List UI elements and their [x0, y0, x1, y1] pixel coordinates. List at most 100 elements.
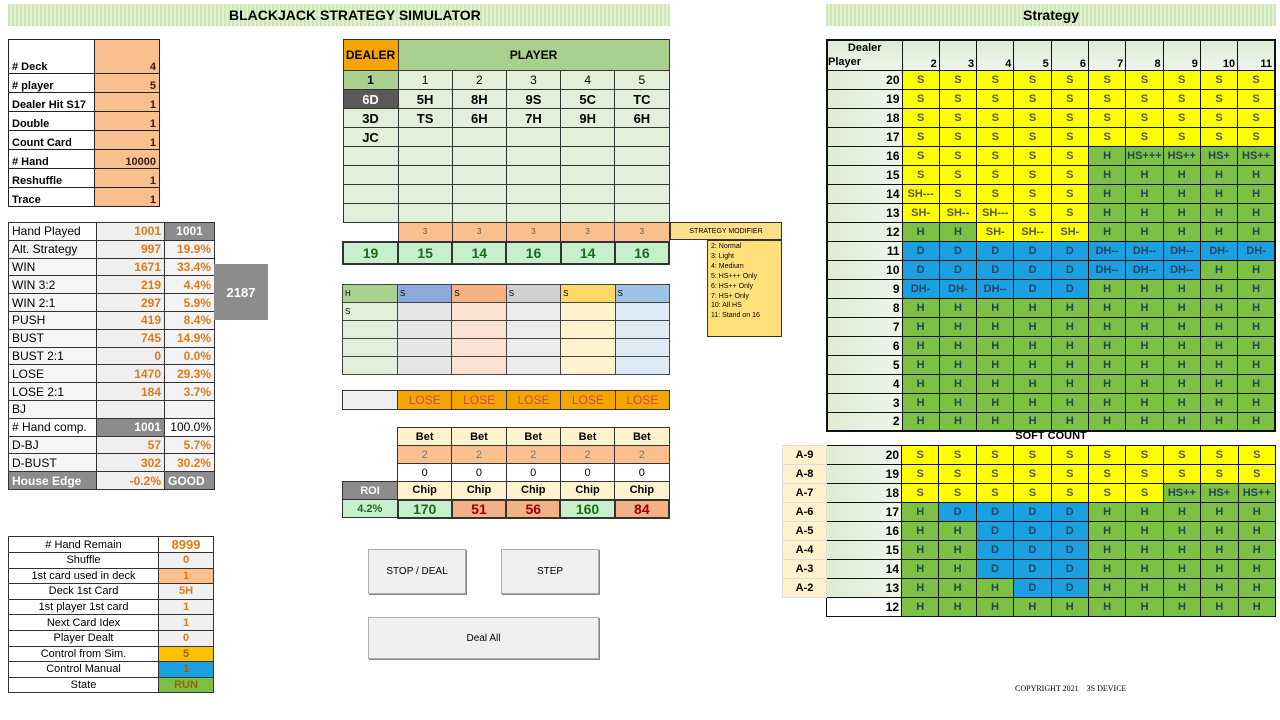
strategy-cell[interactable]: S [1050, 183, 1089, 204]
strategy-cell[interactable]: H [1199, 221, 1239, 242]
strategy-cell[interactable]: D [1050, 502, 1089, 522]
strategy-cell[interactable]: D [1013, 502, 1052, 522]
strategy-cell[interactable]: H [1199, 278, 1239, 299]
strategy-cell[interactable]: S [1050, 69, 1089, 90]
strategy-cell[interactable]: H [1162, 221, 1201, 242]
strategy-cell[interactable]: H [1237, 597, 1277, 617]
strategy-cell[interactable]: S [1125, 126, 1164, 147]
strategy-cell[interactable]: H [938, 335, 978, 356]
strategy-cell[interactable]: H [938, 392, 978, 413]
strategy-cell[interactable]: H [1162, 597, 1202, 617]
strategy-cell[interactable]: S [1162, 126, 1201, 147]
strategy-cell[interactable]: HS++ [1162, 483, 1202, 503]
strategy-cell[interactable]: H [976, 392, 1015, 413]
strategy-cell[interactable]: D [975, 521, 1015, 541]
strategy-cell[interactable]: H [900, 540, 940, 560]
strategy-cell[interactable]: S [1013, 107, 1052, 128]
strategy-cell[interactable]: DH-- [1125, 259, 1164, 280]
strategy-cell[interactable]: S [900, 483, 940, 503]
config-value-cell[interactable]: 5 [94, 73, 160, 93]
strategy-cell[interactable]: D [938, 259, 978, 280]
strategy-cell[interactable]: H [1087, 502, 1127, 522]
strategy-cell[interactable]: H [1087, 297, 1127, 318]
strategy-cell[interactable]: H [1162, 278, 1201, 299]
strategy-cell[interactable]: H [1162, 354, 1201, 375]
strategy-cell[interactable]: D [1013, 278, 1052, 299]
strategy-cell[interactable]: H [1237, 316, 1276, 337]
strategy-cell[interactable]: H [1087, 316, 1127, 337]
strategy-cell[interactable]: S [901, 107, 940, 128]
strategy-cell[interactable]: H [1125, 164, 1164, 185]
strategy-cell[interactable]: D [976, 240, 1015, 261]
strategy-cell[interactable]: D [901, 259, 940, 280]
strategy-cell[interactable]: H [1200, 502, 1239, 522]
strategy-cell[interactable]: H [1125, 559, 1164, 579]
strategy-cell[interactable]: S [900, 445, 940, 465]
strategy-cell[interactable]: H [1237, 278, 1276, 299]
strategy-cell[interactable]: S [1050, 202, 1089, 223]
strategy-cell[interactable]: H [1125, 316, 1164, 337]
strategy-cell[interactable]: D [975, 559, 1015, 579]
strategy-cell[interactable]: H [1162, 316, 1201, 337]
strategy-cell[interactable]: S [1237, 445, 1277, 465]
strategy-cell[interactable]: H [1013, 373, 1052, 394]
strategy-cell[interactable]: H [1050, 297, 1089, 318]
strategy-cell[interactable]: H [1200, 521, 1239, 541]
config-value-cell[interactable]: 1 [94, 92, 160, 112]
strategy-cell[interactable]: H [1125, 373, 1164, 394]
strategy-cell[interactable]: S [1013, 183, 1052, 204]
strategy-cell[interactable]: S [1087, 464, 1127, 484]
step-button[interactable]: STEP [501, 549, 599, 594]
strategy-cell[interactable]: H [1087, 354, 1127, 375]
strategy-cell[interactable]: S [938, 88, 978, 109]
strategy-cell[interactable]: S [938, 183, 978, 204]
strategy-cell[interactable]: S [1013, 126, 1052, 147]
strategy-cell[interactable]: H [1125, 278, 1164, 299]
strategy-cell[interactable]: SH- [976, 221, 1015, 242]
strategy-cell[interactable]: H [1087, 559, 1127, 579]
strategy-cell[interactable]: S [938, 126, 978, 147]
strategy-cell[interactable]: S [1125, 107, 1164, 128]
strategy-cell[interactable]: H [1087, 373, 1127, 394]
strategy-cell[interactable]: S [938, 145, 978, 166]
strategy-cell[interactable]: HS++ [1237, 483, 1277, 503]
strategy-cell[interactable]: S [1087, 107, 1127, 128]
strategy-cell[interactable]: H [1237, 373, 1276, 394]
strategy-cell[interactable]: S [976, 164, 1015, 185]
strategy-cell[interactable]: D [975, 502, 1015, 522]
strategy-cell[interactable]: H [1199, 164, 1239, 185]
strategy-cell[interactable]: H [1162, 578, 1202, 598]
strategy-cell[interactable]: D [1050, 559, 1089, 579]
strategy-cell[interactable]: S [1237, 88, 1276, 109]
strategy-cell[interactable]: HS++ [1162, 145, 1201, 166]
strategy-cell[interactable]: SH-- [938, 202, 978, 223]
strategy-cell[interactable]: H [1013, 297, 1052, 318]
strategy-cell[interactable]: H [900, 578, 940, 598]
strategy-cell[interactable]: H [976, 316, 1015, 337]
strategy-cell[interactable]: H [1125, 502, 1164, 522]
strategy-cell[interactable]: H [1087, 392, 1127, 413]
strategy-cell[interactable]: H [1125, 335, 1164, 356]
strategy-cell[interactable]: S [1237, 107, 1276, 128]
strategy-cell[interactable]: S [1162, 464, 1202, 484]
strategy-cell[interactable]: H [1237, 411, 1276, 432]
strategy-cell[interactable]: S [938, 445, 977, 465]
strategy-cell[interactable]: D [938, 502, 977, 522]
strategy-cell[interactable]: H [1087, 578, 1127, 598]
strategy-cell[interactable]: H [976, 335, 1015, 356]
strategy-cell[interactable]: S [1013, 88, 1052, 109]
strategy-cell[interactable]: H [1125, 354, 1164, 375]
strategy-cell[interactable]: H [1237, 392, 1276, 413]
config-value-cell[interactable]: 1 [94, 111, 160, 131]
strategy-cell[interactable]: H [1237, 221, 1276, 242]
strategy-cell[interactable]: S [938, 464, 977, 484]
strategy-cell[interactable]: S [1050, 145, 1089, 166]
strategy-cell[interactable]: S [1013, 69, 1052, 90]
strategy-cell[interactable]: H [900, 559, 940, 579]
strategy-cell[interactable]: D [1050, 578, 1089, 598]
strategy-cell[interactable]: H [938, 316, 978, 337]
strategy-cell[interactable]: H [1237, 259, 1276, 280]
strategy-cell[interactable]: H [1237, 540, 1277, 560]
strategy-cell[interactable]: H [1013, 392, 1052, 413]
strategy-cell[interactable]: S [1125, 445, 1164, 465]
